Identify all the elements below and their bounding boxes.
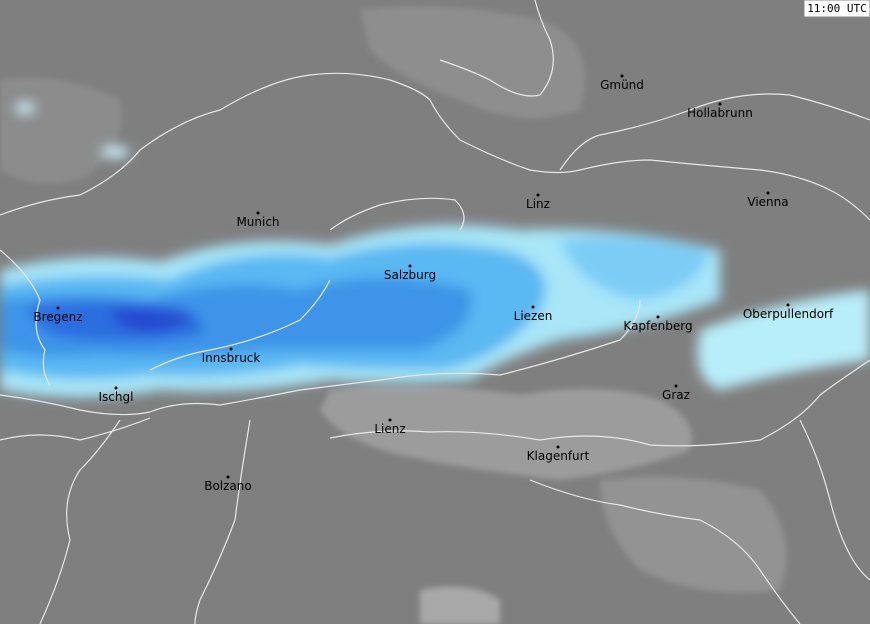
city-label: Linz	[526, 197, 550, 211]
city-label: Oberpullendorf	[743, 307, 834, 321]
city-label: Graz	[662, 388, 690, 402]
city-label: Liezen	[514, 309, 553, 323]
city-labels: Gmünd Hollabrunn Linz Vienna Munich Salz…	[33, 78, 834, 493]
timestamp: 11:00 UTC	[807, 2, 867, 15]
city-label: Munich	[236, 215, 279, 229]
city-markers	[56, 74, 790, 479]
city-label: Bregenz	[33, 310, 82, 324]
city-label: Hollabrunn	[687, 106, 753, 120]
precipitation	[0, 102, 870, 398]
city-label: Vienna	[747, 195, 788, 209]
city-label: Ischgl	[99, 390, 134, 404]
city-label: Gmünd	[600, 78, 644, 92]
city-label: Salzburg	[384, 268, 436, 282]
city-label: Bolzano	[204, 479, 252, 493]
city-label: Lienz	[374, 422, 405, 436]
city-label: Innsbruck	[202, 351, 261, 365]
city-label: Kapfenberg	[623, 319, 692, 333]
timestamp-box	[803, 0, 870, 18]
city-label: Klagenfurt	[527, 449, 590, 463]
